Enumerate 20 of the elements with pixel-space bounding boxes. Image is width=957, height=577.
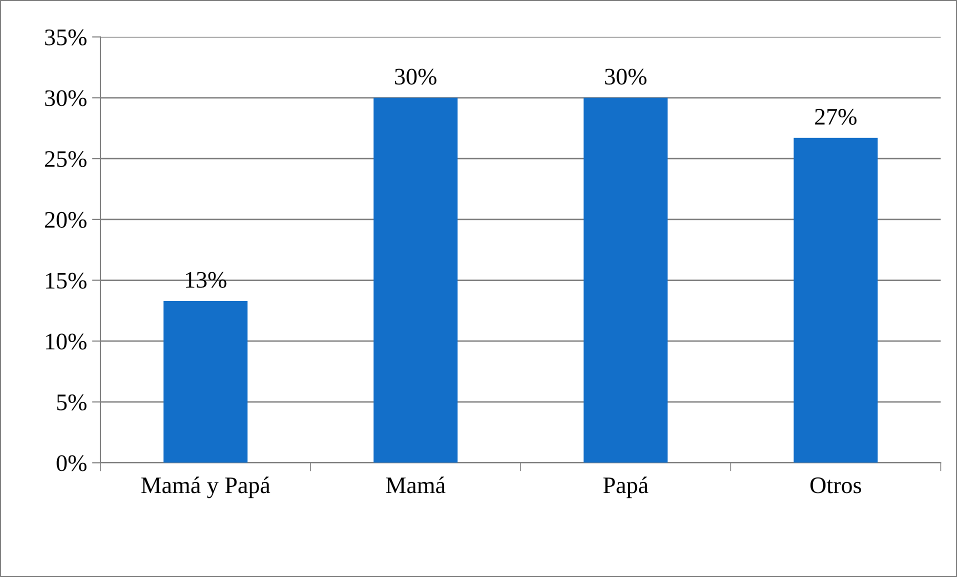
x-tick-label: Otros <box>810 477 862 494</box>
y-tick-label: 35% <box>45 29 86 46</box>
bar <box>584 98 668 463</box>
x-tick-label: Papá <box>603 476 648 498</box>
data-label: 30% <box>605 68 646 85</box>
data-label: 30% <box>395 68 436 85</box>
y-tick-label: 25% <box>45 151 86 168</box>
y-tick-label: 0% <box>56 455 86 472</box>
y-tick-label: 30% <box>45 90 86 106</box>
x-tick-label: Mamá <box>386 476 446 494</box>
bar <box>374 98 458 463</box>
y-tick-label: 5% <box>57 394 86 410</box>
y-tick-label: 20% <box>45 212 86 228</box>
y-tick-label: 15% <box>46 272 86 289</box>
data-label: 13% <box>186 272 226 288</box>
bar <box>164 300 248 463</box>
y-tick-label: 10% <box>46 334 86 350</box>
bar <box>794 138 878 463</box>
x-tick-label: Mamá y Papá <box>141 476 270 498</box>
data-label: 27% <box>815 108 857 125</box>
